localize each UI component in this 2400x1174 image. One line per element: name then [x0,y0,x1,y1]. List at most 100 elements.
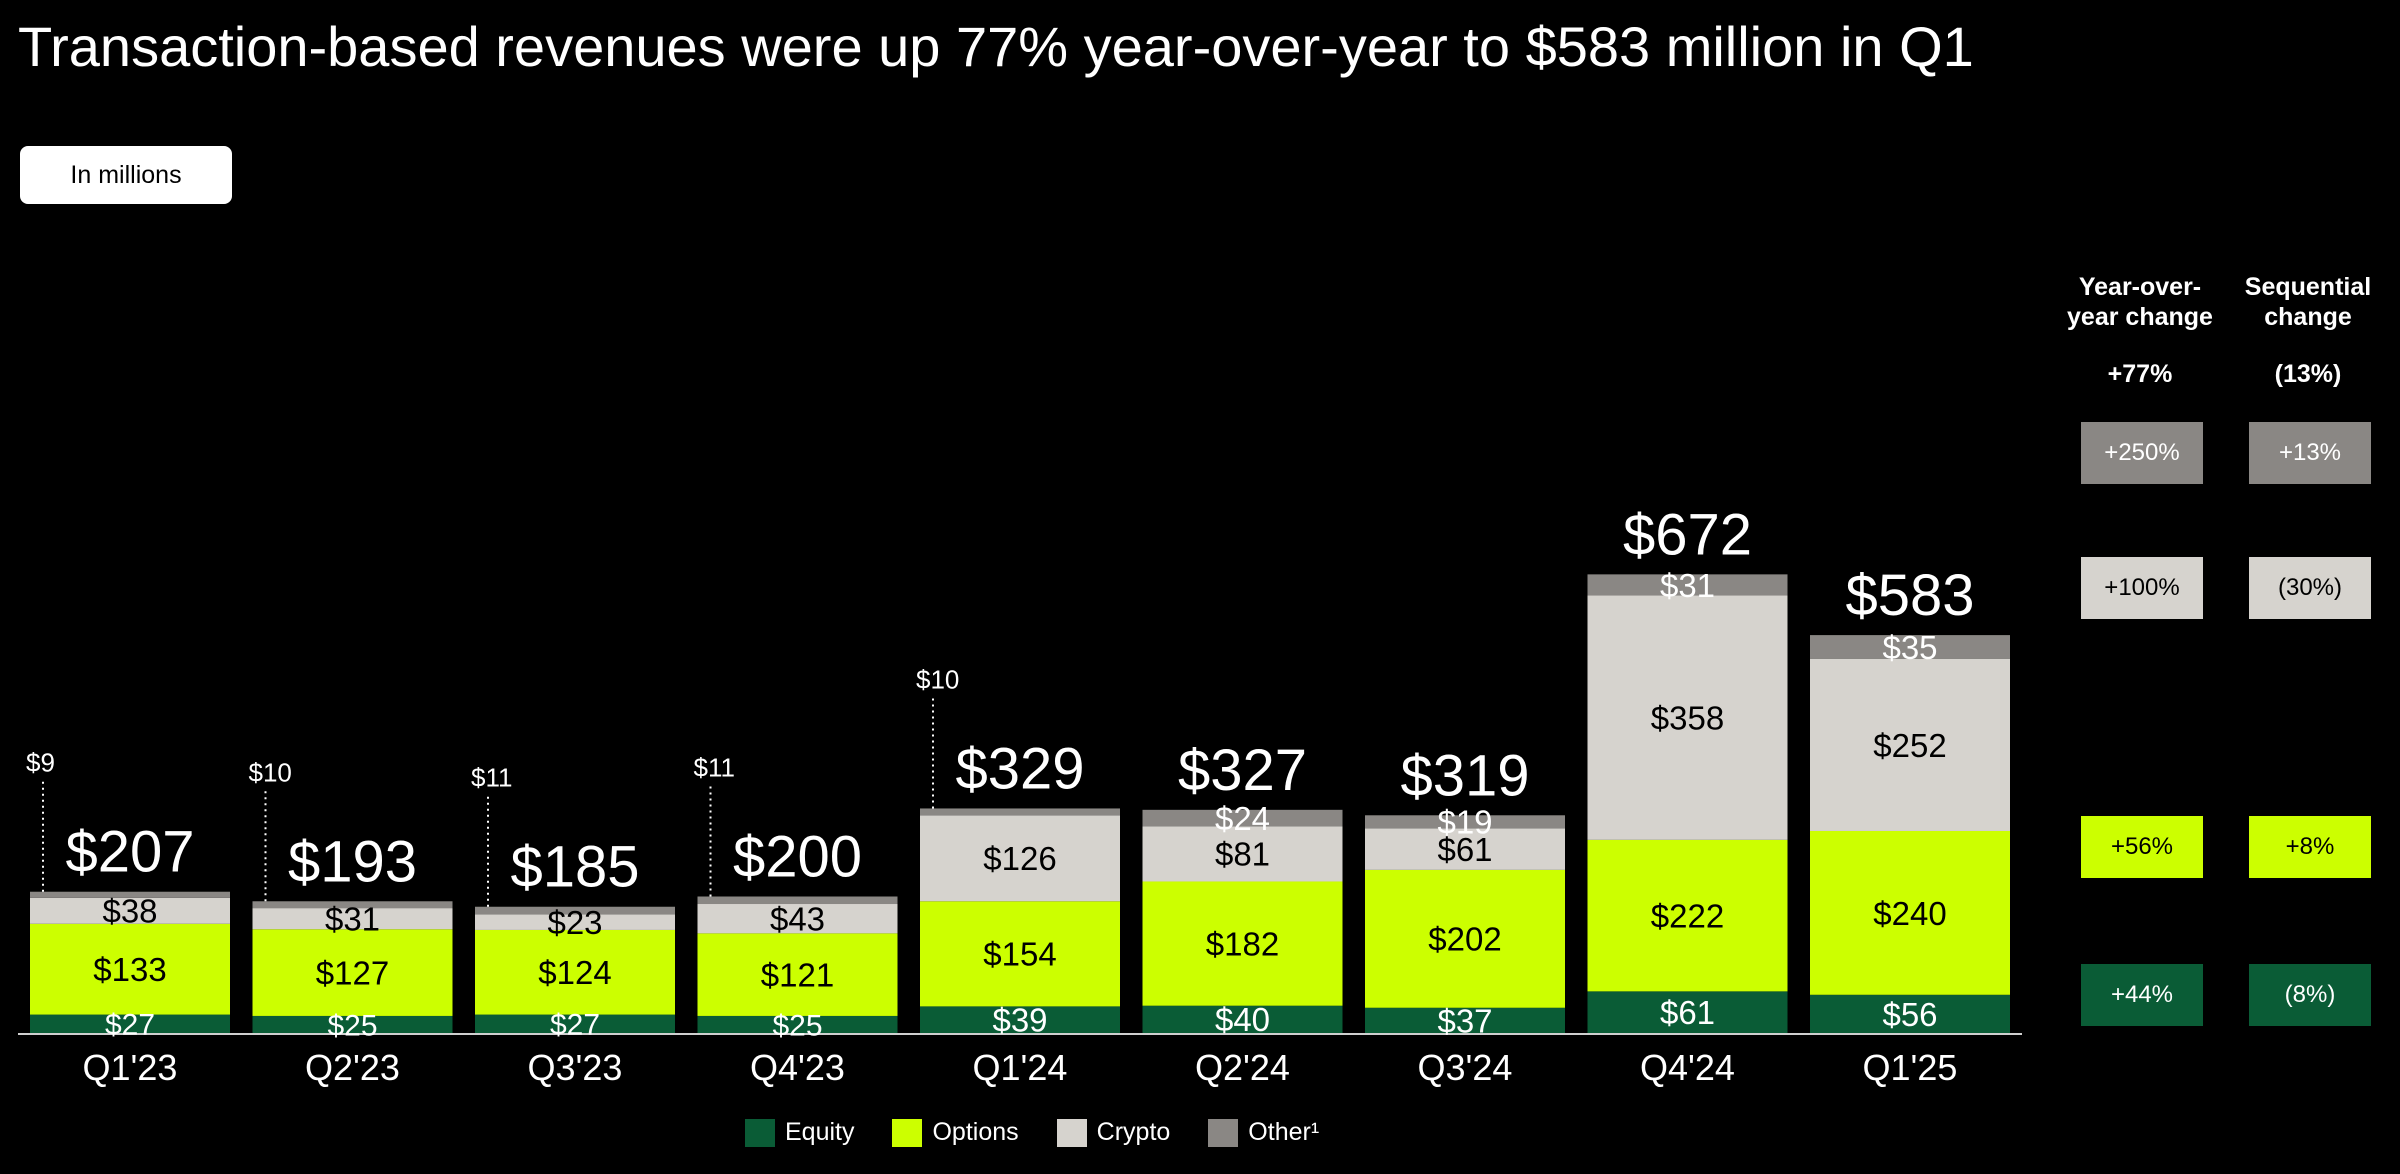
bar-label-other: $10 [916,664,959,694]
bar-equity [1142,1005,1343,1033]
bar-label-crypto: $31 [325,901,380,938]
bar-total-label: $193 [288,829,417,894]
x-tick-label: Q3'23 [528,1047,623,1088]
x-tick-label: Q1'24 [973,1047,1068,1088]
bar-label-crypto: $252 [1873,727,1946,764]
bar-crypto [1810,658,2010,831]
bar-options [1810,830,2010,995]
seq-change-other: +13% [2249,422,2371,484]
bar-equity [252,1015,453,1033]
bar-equity [1810,994,2010,1033]
x-tick-label: Q4'24 [1640,1047,1735,1088]
bar-label-options: $182 [1206,925,1279,962]
bar-crypto [1587,595,1788,840]
x-tick-label: Q1'25 [1863,1047,1958,1088]
bar-equity [475,1014,675,1033]
x-tick-label: Q2'23 [305,1047,400,1088]
bar-other [1587,574,1788,596]
total-yoy-change: +77% [2107,360,2173,388]
x-tick-label: Q4'23 [750,1047,845,1088]
bar-label-crypto: $61 [1437,831,1492,868]
bar-total-label: $200 [733,825,862,890]
bar-other [252,901,453,909]
bar-equity [1365,1007,1565,1033]
legend-label: Crypto [1096,1118,1171,1146]
unit-badge: In millions [20,146,232,204]
bar-label-equity: $25 [772,1009,822,1042]
bar-total-label: $327 [1178,738,1307,803]
bar-label-options: $202 [1428,921,1501,958]
bar-label-other: $35 [1882,629,1937,666]
bar-label-options: $133 [93,951,166,988]
seq-change-crypto: (30%) [2249,557,2371,619]
bar-options [1142,881,1343,1006]
bar-other [920,808,1120,816]
yoy-change-equity: +44% [2081,964,2203,1026]
bar-options [30,923,230,1015]
bar-label-options: $121 [761,957,834,994]
x-tick-label: Q2'24 [1195,1047,1290,1088]
bar-total-label: $583 [1845,563,1974,628]
bar-total-label: $329 [955,736,1084,801]
bar-crypto [697,904,898,934]
bar-other [1365,815,1565,829]
bar-label-options: $154 [983,936,1056,973]
bar-label-equity: $61 [1660,994,1715,1031]
legend-swatch [892,1118,923,1147]
bar-total-label: $185 [510,835,639,900]
bar-label-crypto: $23 [547,904,602,941]
yoy-change-other: +250% [2081,422,2203,484]
bar-options [697,933,898,1016]
bar-crypto [475,914,675,930]
bar-equity [30,1014,230,1033]
bar-options [475,929,675,1015]
bar-options [1365,869,1565,1008]
bar-total-label: $672 [1623,502,1752,567]
bar-equity [1587,991,1788,1033]
bar-other [1142,809,1343,827]
bar-other [697,896,898,905]
bar-other [30,891,230,898]
bar-label-options: $222 [1651,897,1724,934]
bar-label-crypto: $38 [102,893,157,930]
bar-label-other: $9 [26,748,55,778]
total-seq-change: (13%) [2274,360,2342,388]
bar-label-crypto: $358 [1651,700,1724,737]
bar-label-other: $10 [249,757,292,787]
bar-crypto [920,815,1120,902]
bar-total-label: $207 [65,820,194,885]
legend-item-crypto: Crypto [1056,1118,1171,1147]
bar-label-equity: $40 [1215,1001,1270,1038]
bar-label-other: $31 [1660,567,1715,604]
bar-label-equity: $27 [550,1009,600,1042]
bar-label-equity: $37 [1437,1002,1492,1039]
legend-label: Equity [785,1118,855,1146]
bar-label-other: $11 [694,753,735,783]
bar-crypto [1142,826,1343,882]
bar-label-other: $19 [1437,804,1492,841]
bar-total-label: $319 [1400,743,1529,808]
bar-crypto [252,908,453,930]
bar-options [252,929,453,1016]
bar-label-crypto: $43 [770,901,825,938]
page-title: Transaction-based revenues were up 77% y… [18,15,1974,78]
legend-swatch [1208,1118,1239,1147]
yoy-header: Year-over-year change [2067,273,2213,331]
bar-equity [920,1006,1120,1033]
bar-label-options: $127 [316,954,389,991]
bar-options [1587,839,1788,992]
x-tick-label: Q1'23 [83,1047,178,1088]
bar-label-options: $240 [1873,895,1946,932]
legend-item-options: Options [892,1118,1019,1147]
bar-label-crypto: $126 [983,840,1056,877]
bar-label-crypto: $81 [1215,836,1270,873]
yoy-change-options: +56% [2081,816,2203,878]
bar-crypto [1365,828,1565,870]
legend-label: Other¹ [1248,1118,1320,1146]
bar-equity [697,1015,898,1033]
seq-change-equity: (8%) [2249,964,2371,1026]
legend-item-equity: Equity [745,1118,854,1147]
yoy-change-crypto: +100% [2081,557,2203,619]
bar-label-other: $24 [1215,800,1270,837]
